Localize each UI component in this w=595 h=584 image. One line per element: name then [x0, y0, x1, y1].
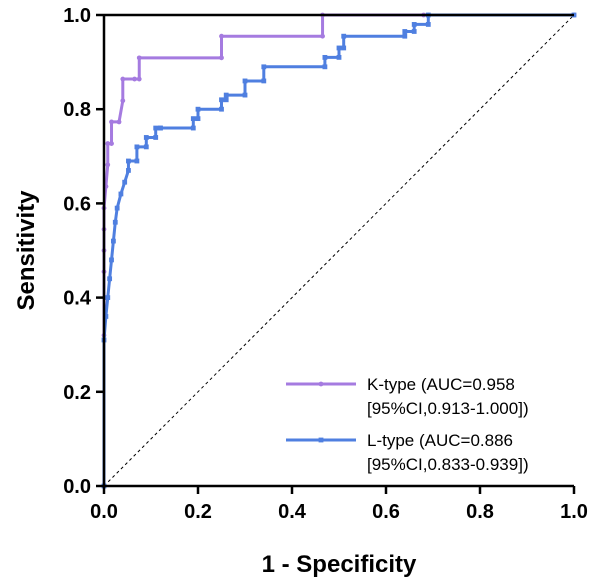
l-type-point — [103, 314, 109, 319]
x-tick-label: 0.0 — [90, 501, 118, 523]
l-type-point — [114, 205, 120, 211]
l-type-point — [322, 64, 328, 70]
x-axis-title: 1 - Specificity — [262, 551, 417, 578]
l-type-point — [105, 295, 111, 300]
l-type-point — [118, 191, 124, 197]
l-type-point — [411, 29, 417, 34]
k-type-point — [136, 76, 142, 82]
k-type-point — [320, 33, 325, 39]
l-type-point — [242, 78, 248, 84]
x-tick-label: 0.2 — [184, 501, 212, 523]
reference-diagonal-line — [103, 14, 575, 487]
l-type-point — [341, 45, 347, 51]
legend-item-k-type: K-type (AUC=0.958 [95%CI,0.913-1.000]) — [286, 375, 529, 418]
y-tick-label: 1.0 — [63, 5, 91, 27]
x-tick-label: 0.6 — [372, 501, 400, 523]
l-type-point — [107, 276, 113, 282]
l-type-point — [402, 33, 408, 39]
l-type-point — [122, 179, 128, 185]
legend-item-l-type: L-type (AUC=0.886 [95%CI,0.833-0.939]) — [286, 431, 529, 474]
l-type-point — [126, 158, 131, 164]
k-type-point — [219, 55, 224, 61]
l-type-point — [134, 158, 140, 164]
k-type-point — [120, 98, 126, 104]
l-type-point — [219, 97, 224, 103]
l-type-point — [261, 64, 267, 70]
l-type-point — [336, 45, 342, 51]
l-type-point — [190, 116, 196, 122]
l-type-point — [195, 116, 201, 122]
legend: K-type (AUC=0.958 [95%CI,0.913-1.000]) L-t… — [286, 375, 529, 474]
legend-ci-k-type: [95%CI,0.913-1.000]) — [367, 399, 529, 418]
y-tick-label: 0.4 — [63, 288, 92, 310]
k-type-point — [116, 119, 122, 125]
y-tick-label: 0.2 — [63, 382, 91, 404]
l-type-point — [143, 135, 149, 140]
l-type-point — [158, 125, 163, 131]
l-type-point — [111, 238, 116, 244]
legend-marker-l-type — [318, 437, 324, 443]
l-type-point — [134, 144, 140, 150]
l-type-point — [143, 144, 149, 150]
legend-label-l-type: L-type (AUC=0.886 — [367, 431, 513, 450]
legend-label-k-type: K-type (AUC=0.958 — [367, 375, 515, 394]
l-type-point — [126, 168, 131, 173]
legend-ci-l-type: [95%CI,0.833-0.939]) — [367, 455, 529, 474]
k-type-point — [105, 162, 111, 168]
l-type-point — [223, 97, 229, 103]
l-type-point — [336, 54, 342, 60]
l-type-point — [153, 125, 159, 131]
l-type-point — [223, 92, 229, 98]
l-type-point — [219, 106, 224, 112]
axis-layer: 0.0 0.2 0.4 0.6 0.8 1.0 0.0 0.2 0.4 0.6 0.8 1.0 1 - … — [13, 5, 588, 578]
legend-marker-k-type — [318, 381, 324, 387]
l-type-point — [109, 257, 114, 263]
k-type-point — [109, 141, 114, 146]
x-tick-label: 1.0 — [560, 501, 588, 523]
k-type-point — [120, 76, 126, 82]
l-type-point — [153, 135, 159, 140]
y-axis-title: Sensitivity — [13, 190, 40, 311]
k-type-point — [136, 55, 142, 61]
l-type-point — [341, 33, 347, 39]
l-type-point — [322, 54, 328, 60]
x-tick-label: 0.8 — [466, 501, 494, 523]
y-tick-label: 0.8 — [63, 99, 91, 121]
k-type-point — [219, 33, 224, 39]
l-type-point — [261, 78, 267, 84]
l-type-point — [425, 22, 431, 27]
k-type-point — [109, 119, 114, 125]
l-type-point — [411, 22, 417, 27]
l-type-point — [195, 106, 201, 112]
l-type-point — [190, 125, 196, 131]
k-type-point — [105, 141, 111, 146]
l-type-point — [242, 92, 248, 98]
k-type-point — [132, 76, 137, 82]
l-type-point — [402, 29, 408, 34]
l-type-point — [112, 219, 118, 225]
y-tick-label: 0.6 — [63, 193, 91, 215]
y-tick-label: 0.0 — [63, 476, 91, 498]
x-tick-label: 0.4 — [278, 501, 307, 523]
